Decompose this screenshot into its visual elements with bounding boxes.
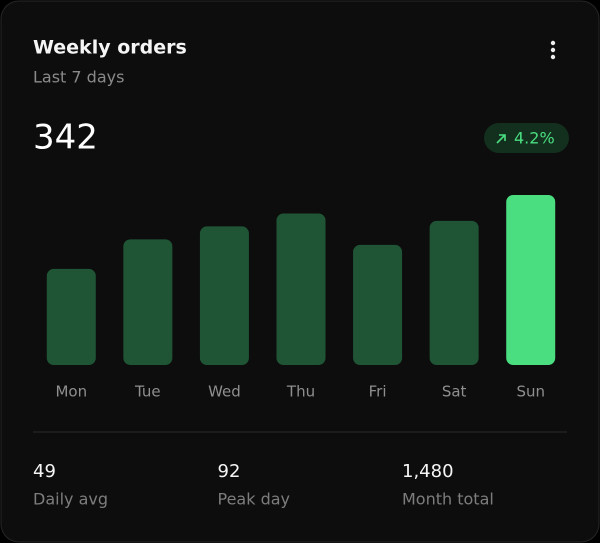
x-tick-label: Wed xyxy=(208,383,241,401)
total-orders: 342 xyxy=(33,118,98,158)
bar xyxy=(123,239,173,365)
stats-row: 49 Daily avg 92 Peak day 1,480 Month total xyxy=(33,461,494,509)
change-value: 4.2% xyxy=(514,129,555,148)
bar xyxy=(353,244,403,365)
x-tick-label: Fri xyxy=(369,383,387,401)
x-tick-label: Tue xyxy=(134,383,161,401)
x-tick-label: Mon xyxy=(55,383,87,401)
stat-value: 49 xyxy=(33,461,56,482)
x-tick-label: Sat xyxy=(442,383,467,401)
menu-button[interactable] xyxy=(540,34,566,66)
stat-label: Month total xyxy=(402,490,494,509)
bar xyxy=(429,220,479,365)
stat-value: 92 xyxy=(218,461,241,482)
menu-dot xyxy=(550,47,556,53)
bar xyxy=(276,213,326,365)
bar-chart: Mon Tue Wed Thu Fri Sat Sun xyxy=(46,195,556,401)
menu-dot xyxy=(550,40,556,46)
x-tick-label: Thu xyxy=(286,383,315,401)
bar xyxy=(46,268,96,365)
bar xyxy=(199,226,249,365)
stat-label: Peak day xyxy=(218,490,291,509)
change-badge xyxy=(484,123,569,153)
menu-dot xyxy=(550,54,556,60)
stat-value: 1,480 xyxy=(402,461,454,482)
trend-up-icon xyxy=(496,134,506,144)
stat-label: Daily avg xyxy=(33,490,108,509)
card-subtitle: Last 7 days xyxy=(33,68,124,87)
card-title: Weekly orders xyxy=(33,37,187,59)
x-tick-label: Sun xyxy=(516,383,545,401)
bar xyxy=(506,195,556,365)
